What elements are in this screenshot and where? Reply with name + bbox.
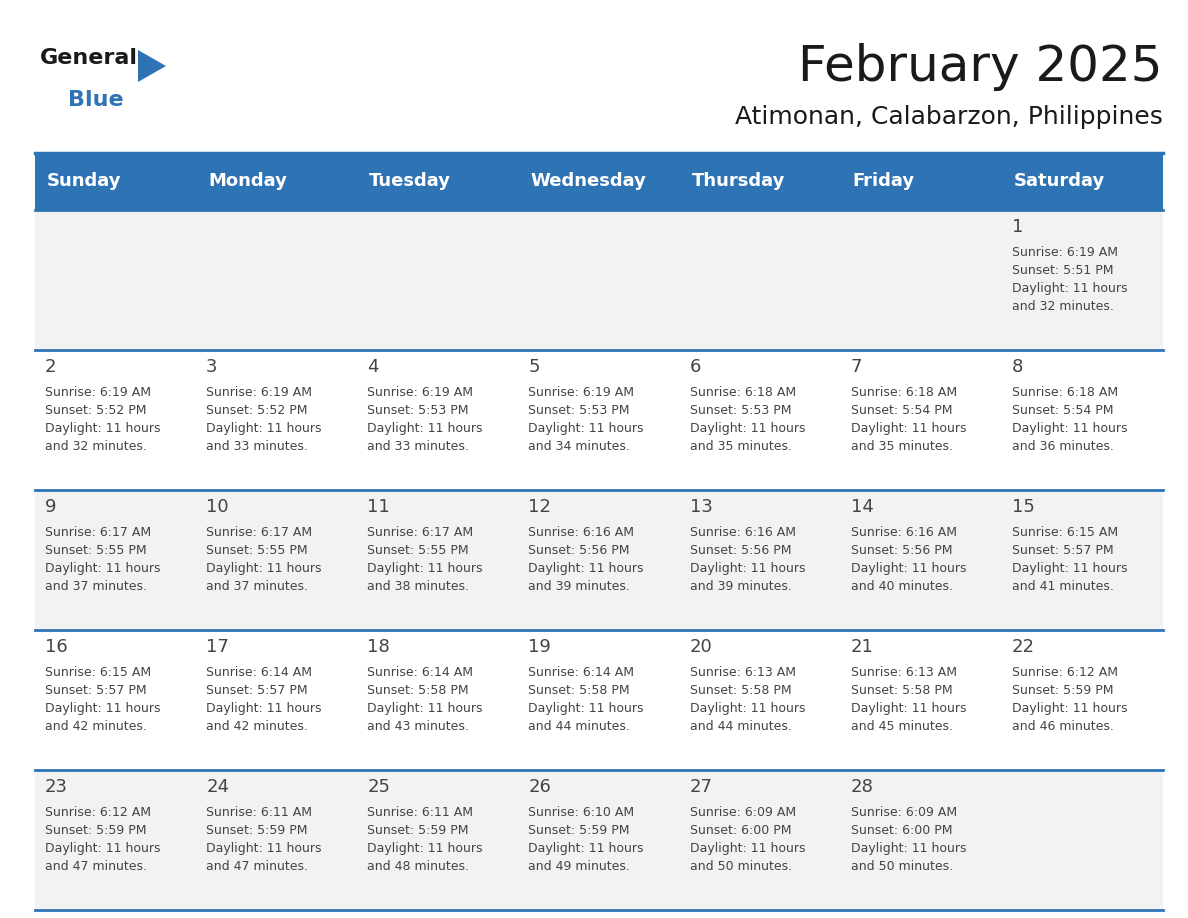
Text: Sunday: Sunday (48, 173, 121, 191)
Text: 20: 20 (689, 638, 713, 656)
Text: Sunrise: 6:13 AM
Sunset: 5:58 PM
Daylight: 11 hours
and 45 minutes.: Sunrise: 6:13 AM Sunset: 5:58 PM Dayligh… (851, 666, 966, 733)
Text: 19: 19 (529, 638, 551, 656)
Text: Sunrise: 6:18 AM
Sunset: 5:53 PM
Daylight: 11 hours
and 35 minutes.: Sunrise: 6:18 AM Sunset: 5:53 PM Dayligh… (689, 386, 805, 453)
Text: 1: 1 (1012, 218, 1023, 236)
Text: 4: 4 (367, 358, 379, 376)
Text: Tuesday: Tuesday (369, 173, 451, 191)
Text: 10: 10 (207, 498, 229, 516)
Text: 12: 12 (529, 498, 551, 516)
Text: Sunrise: 6:19 AM
Sunset: 5:52 PM
Daylight: 11 hours
and 33 minutes.: Sunrise: 6:19 AM Sunset: 5:52 PM Dayligh… (207, 386, 322, 453)
Text: Monday: Monday (208, 173, 287, 191)
Text: 13: 13 (689, 498, 713, 516)
Text: Sunrise: 6:12 AM
Sunset: 5:59 PM
Daylight: 11 hours
and 47 minutes.: Sunrise: 6:12 AM Sunset: 5:59 PM Dayligh… (45, 806, 160, 873)
Text: Sunrise: 6:15 AM
Sunset: 5:57 PM
Daylight: 11 hours
and 41 minutes.: Sunrise: 6:15 AM Sunset: 5:57 PM Dayligh… (1012, 526, 1127, 593)
Text: 18: 18 (367, 638, 390, 656)
Text: 11: 11 (367, 498, 390, 516)
Text: Sunrise: 6:15 AM
Sunset: 5:57 PM
Daylight: 11 hours
and 42 minutes.: Sunrise: 6:15 AM Sunset: 5:57 PM Dayligh… (45, 666, 160, 733)
Text: 21: 21 (851, 638, 873, 656)
Text: 8: 8 (1012, 358, 1023, 376)
Text: Sunrise: 6:19 AM
Sunset: 5:53 PM
Daylight: 11 hours
and 34 minutes.: Sunrise: 6:19 AM Sunset: 5:53 PM Dayligh… (529, 386, 644, 453)
Text: 14: 14 (851, 498, 873, 516)
Text: 26: 26 (529, 778, 551, 796)
Text: 2: 2 (45, 358, 57, 376)
Text: Sunrise: 6:12 AM
Sunset: 5:59 PM
Daylight: 11 hours
and 46 minutes.: Sunrise: 6:12 AM Sunset: 5:59 PM Dayligh… (1012, 666, 1127, 733)
Bar (34, 630, 1163, 770)
Text: 27: 27 (689, 778, 713, 796)
Text: Sunrise: 6:18 AM
Sunset: 5:54 PM
Daylight: 11 hours
and 35 minutes.: Sunrise: 6:18 AM Sunset: 5:54 PM Dayligh… (851, 386, 966, 453)
Text: Sunrise: 6:14 AM
Sunset: 5:58 PM
Daylight: 11 hours
and 44 minutes.: Sunrise: 6:14 AM Sunset: 5:58 PM Dayligh… (529, 666, 644, 733)
Bar (34, 153, 1163, 210)
Text: Sunrise: 6:17 AM
Sunset: 5:55 PM
Daylight: 11 hours
and 38 minutes.: Sunrise: 6:17 AM Sunset: 5:55 PM Dayligh… (367, 526, 482, 593)
Text: Sunrise: 6:13 AM
Sunset: 5:58 PM
Daylight: 11 hours
and 44 minutes.: Sunrise: 6:13 AM Sunset: 5:58 PM Dayligh… (689, 666, 805, 733)
Text: 6: 6 (689, 358, 701, 376)
Text: Sunrise: 6:14 AM
Sunset: 5:58 PM
Daylight: 11 hours
and 43 minutes.: Sunrise: 6:14 AM Sunset: 5:58 PM Dayligh… (367, 666, 482, 733)
Text: Sunrise: 6:14 AM
Sunset: 5:57 PM
Daylight: 11 hours
and 42 minutes.: Sunrise: 6:14 AM Sunset: 5:57 PM Dayligh… (207, 666, 322, 733)
Text: 16: 16 (45, 638, 68, 656)
Text: 24: 24 (207, 778, 229, 796)
Polygon shape (138, 50, 166, 82)
Text: Sunrise: 6:11 AM
Sunset: 5:59 PM
Daylight: 11 hours
and 47 minutes.: Sunrise: 6:11 AM Sunset: 5:59 PM Dayligh… (207, 806, 322, 873)
Text: Sunrise: 6:11 AM
Sunset: 5:59 PM
Daylight: 11 hours
and 48 minutes.: Sunrise: 6:11 AM Sunset: 5:59 PM Dayligh… (367, 806, 482, 873)
Text: February 2025: February 2025 (798, 43, 1163, 91)
Text: 15: 15 (1012, 498, 1035, 516)
Text: Blue: Blue (68, 90, 124, 110)
Text: Atimonan, Calabarzon, Philippines: Atimonan, Calabarzon, Philippines (735, 105, 1163, 129)
Text: Saturday: Saturday (1013, 173, 1105, 191)
Text: Sunrise: 6:17 AM
Sunset: 5:55 PM
Daylight: 11 hours
and 37 minutes.: Sunrise: 6:17 AM Sunset: 5:55 PM Dayligh… (207, 526, 322, 593)
Text: General: General (40, 48, 138, 68)
Text: 3: 3 (207, 358, 217, 376)
Text: 25: 25 (367, 778, 391, 796)
Text: 7: 7 (851, 358, 862, 376)
Text: Sunrise: 6:10 AM
Sunset: 5:59 PM
Daylight: 11 hours
and 49 minutes.: Sunrise: 6:10 AM Sunset: 5:59 PM Dayligh… (529, 806, 644, 873)
Text: Sunrise: 6:09 AM
Sunset: 6:00 PM
Daylight: 11 hours
and 50 minutes.: Sunrise: 6:09 AM Sunset: 6:00 PM Dayligh… (689, 806, 805, 873)
Text: Sunrise: 6:19 AM
Sunset: 5:51 PM
Daylight: 11 hours
and 32 minutes.: Sunrise: 6:19 AM Sunset: 5:51 PM Dayligh… (1012, 246, 1127, 313)
Text: Sunrise: 6:18 AM
Sunset: 5:54 PM
Daylight: 11 hours
and 36 minutes.: Sunrise: 6:18 AM Sunset: 5:54 PM Dayligh… (1012, 386, 1127, 453)
Text: Sunrise: 6:09 AM
Sunset: 6:00 PM
Daylight: 11 hours
and 50 minutes.: Sunrise: 6:09 AM Sunset: 6:00 PM Dayligh… (851, 806, 966, 873)
Text: Sunrise: 6:17 AM
Sunset: 5:55 PM
Daylight: 11 hours
and 37 minutes.: Sunrise: 6:17 AM Sunset: 5:55 PM Dayligh… (45, 526, 160, 593)
Text: Sunrise: 6:16 AM
Sunset: 5:56 PM
Daylight: 11 hours
and 40 minutes.: Sunrise: 6:16 AM Sunset: 5:56 PM Dayligh… (851, 526, 966, 593)
Text: 28: 28 (851, 778, 873, 796)
Text: Thursday: Thursday (691, 173, 785, 191)
Text: Sunrise: 6:19 AM
Sunset: 5:52 PM
Daylight: 11 hours
and 32 minutes.: Sunrise: 6:19 AM Sunset: 5:52 PM Dayligh… (45, 386, 160, 453)
Text: Sunrise: 6:19 AM
Sunset: 5:53 PM
Daylight: 11 hours
and 33 minutes.: Sunrise: 6:19 AM Sunset: 5:53 PM Dayligh… (367, 386, 482, 453)
Text: 9: 9 (45, 498, 57, 516)
Bar (34, 210, 1163, 350)
Text: Sunrise: 6:16 AM
Sunset: 5:56 PM
Daylight: 11 hours
and 39 minutes.: Sunrise: 6:16 AM Sunset: 5:56 PM Dayligh… (529, 526, 644, 593)
Text: Friday: Friday (853, 173, 915, 191)
Text: Wednesday: Wednesday (530, 173, 646, 191)
Text: 17: 17 (207, 638, 229, 656)
Bar (34, 490, 1163, 630)
Bar (34, 770, 1163, 910)
Text: Sunrise: 6:16 AM
Sunset: 5:56 PM
Daylight: 11 hours
and 39 minutes.: Sunrise: 6:16 AM Sunset: 5:56 PM Dayligh… (689, 526, 805, 593)
Text: 5: 5 (529, 358, 539, 376)
Bar (34, 350, 1163, 490)
Text: 23: 23 (45, 778, 68, 796)
Text: 22: 22 (1012, 638, 1035, 656)
